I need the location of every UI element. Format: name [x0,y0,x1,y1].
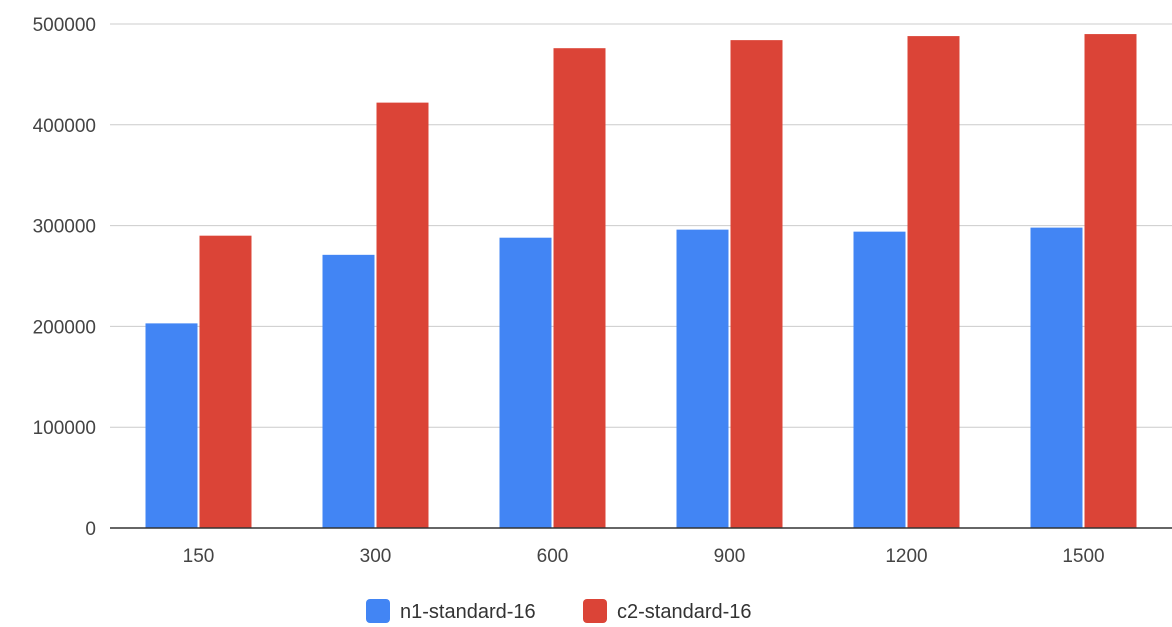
bar-c2-standard-16-1500 [1084,34,1137,529]
legend-label-n1-standard-16: n1-standard-16 [400,601,536,623]
x-tick-label: 1200 [885,546,927,567]
bars [145,34,1137,529]
legend: n1-standard-16 c2-standard-16 [366,599,752,623]
legend-label-c2-standard-16: c2-standard-16 [617,601,752,623]
y-tick-label: 400000 [33,116,96,137]
legend-swatch-c2-standard-16 [583,599,607,623]
bar-n1-standard-16-900 [676,229,729,528]
bar-n1-standard-16-150 [145,323,198,528]
bar-n1-standard-16-600 [499,237,552,529]
y-tick-label: 500000 [33,15,96,36]
x-axis-tick-labels: 150 300 600 900 1200 1500 [183,546,1105,567]
y-tick-label: 0 [85,519,96,540]
x-tick-label: 150 [183,546,215,567]
y-tick-label: 200000 [33,317,96,338]
bar-n1-standard-16-1200 [853,231,906,528]
bar-c2-standard-16-600 [553,48,606,528]
x-tick-label: 600 [537,546,569,567]
y-tick-label: 100000 [33,418,96,439]
x-tick-label: 900 [714,546,746,567]
bar-c2-standard-16-300 [376,102,429,529]
bar-n1-standard-16-1500 [1030,227,1083,528]
bar-c2-standard-16-900 [730,40,783,529]
gridlines [110,23,1172,428]
x-tick-label: 300 [360,546,392,567]
bar-n1-standard-16-300 [322,254,375,528]
bar-c2-standard-16-1200 [907,36,960,528]
y-tick-label: 300000 [33,217,96,238]
bar-c2-standard-16-150 [199,235,252,528]
legend-swatch-n1-standard-16 [366,599,390,623]
y-axis-tick-labels: 0 100000 200000 300000 400000 500000 [33,15,96,540]
x-tick-label: 1500 [1062,546,1104,567]
